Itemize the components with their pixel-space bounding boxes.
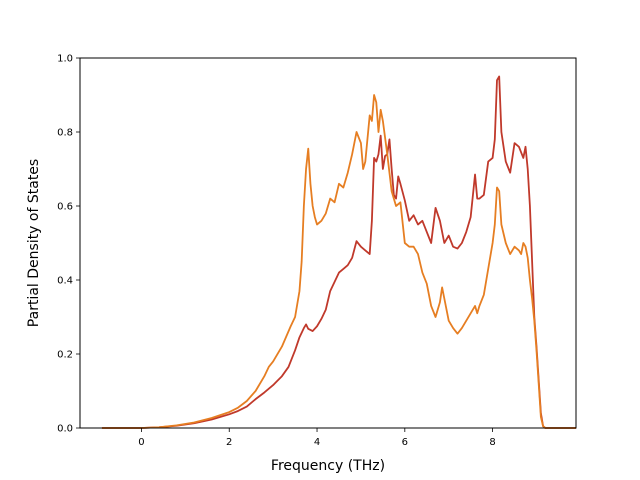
x-axis-ticks: 0 2 4 6 8 — [138, 428, 496, 448]
x-tick-label: 2 — [226, 437, 232, 448]
y-tick-label: 0.8 — [57, 128, 73, 139]
plot-area-frame — [79, 57, 577, 429]
series-line-2 — [101, 94, 576, 429]
y-tick-label: 0.0 — [57, 424, 73, 435]
y-tick-label: 0.2 — [57, 350, 73, 361]
x-tick-label: 4 — [314, 437, 320, 448]
series-line-1 — [101, 75, 576, 429]
y-axis-ticks: 0.0 0.2 0.4 0.6 0.8 1.0 — [57, 54, 80, 435]
y-tick-label: 1.0 — [57, 54, 73, 65]
y-axis-title: Partial Density of States — [26, 159, 42, 327]
x-tick-label: 6 — [402, 437, 408, 448]
x-tick-label: 0 — [138, 437, 144, 448]
series-layer — [101, 75, 576, 429]
y-tick-label: 0.6 — [57, 202, 73, 213]
y-tick-label: 0.4 — [57, 276, 73, 287]
x-axis-title: Frequency (THz) — [271, 458, 385, 474]
x-tick-label: 8 — [489, 437, 495, 448]
